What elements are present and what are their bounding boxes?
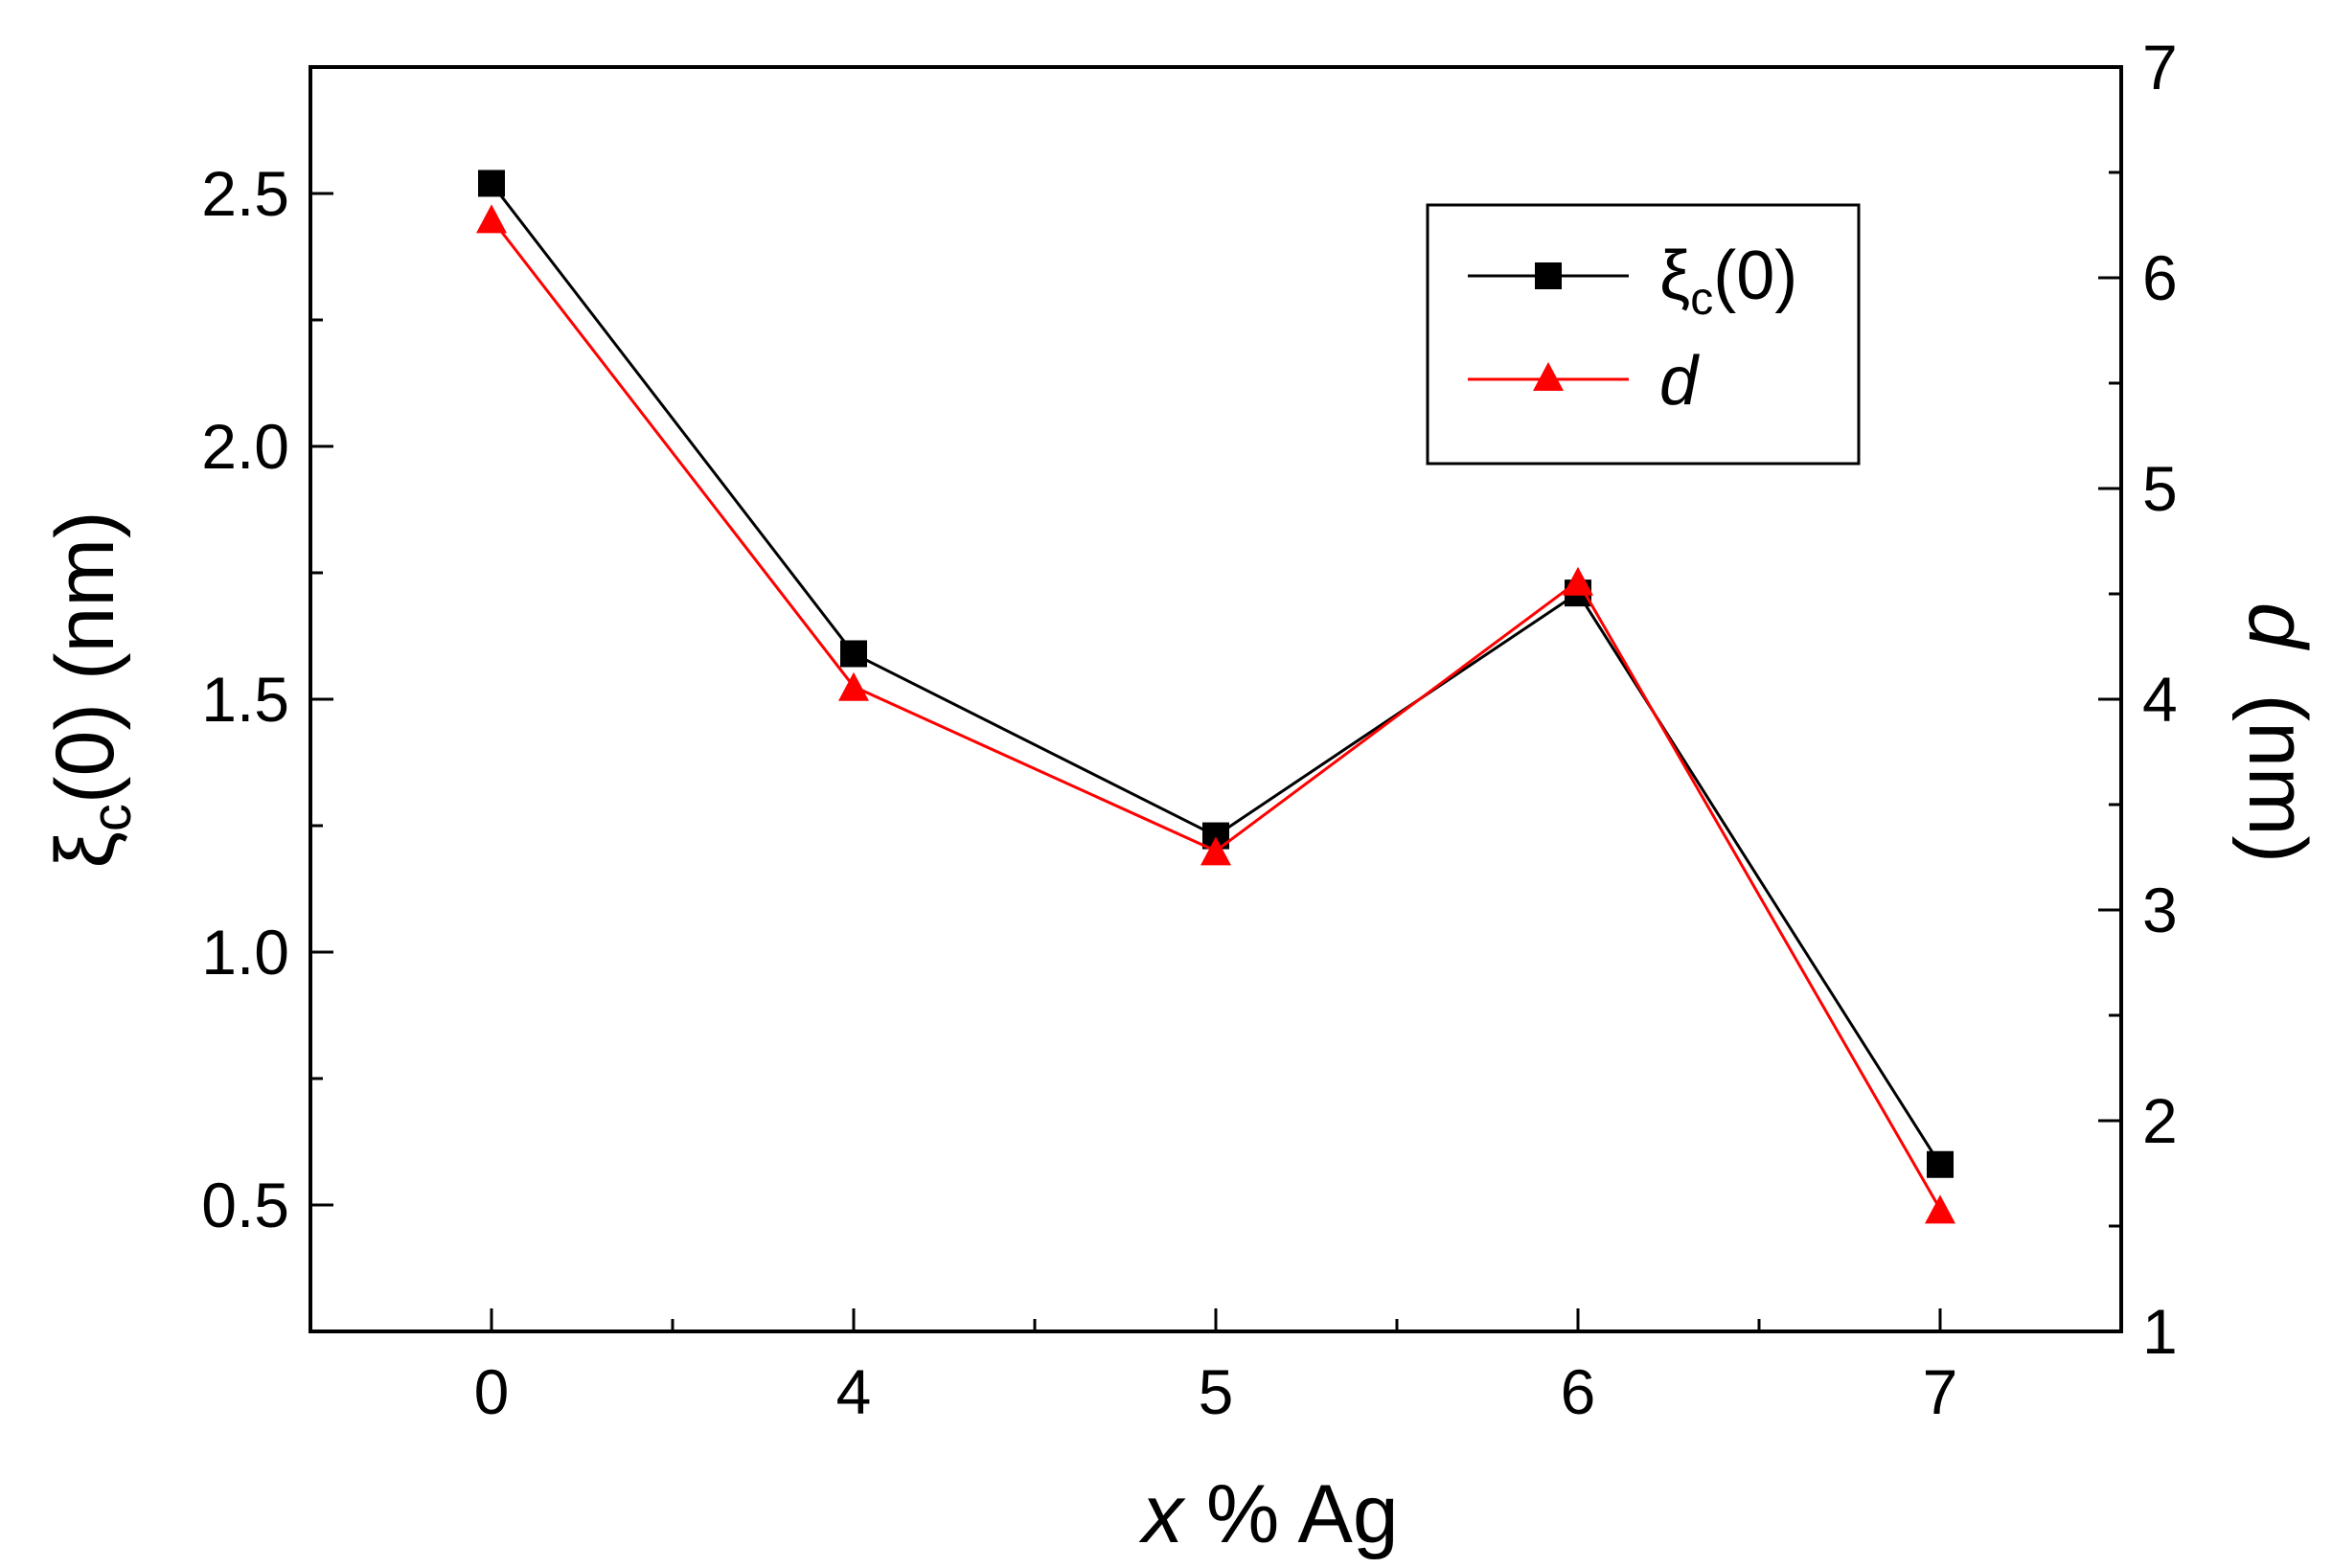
legend-marker-square — [1535, 262, 1562, 289]
data-point-xi — [1927, 1150, 1954, 1178]
x-tick-label: 6 — [1561, 1356, 1596, 1427]
y-left-tick-label: 1.0 — [201, 917, 289, 988]
y-right-tick-label: 1 — [2142, 1296, 2178, 1367]
data-point-d — [1200, 836, 1231, 866]
y-axis-right-title-italic: d — [2231, 602, 2323, 651]
data-point-d — [476, 204, 507, 234]
y-right-tick-label: 2 — [2142, 1085, 2178, 1156]
y-right-tick-label: 5 — [2142, 453, 2178, 524]
legend-marker-triangle — [1533, 362, 1564, 391]
y-axis-right-title: d (nm) — [2231, 602, 2323, 863]
y-left-tick-label: 2.5 — [201, 158, 289, 229]
legend: ξc(0) d — [1426, 203, 1861, 466]
y-left-tick-label: 0.5 — [201, 1170, 289, 1240]
y-right-tick-label: 4 — [2142, 664, 2178, 735]
axes-layer: 0 4 5 6 7 0.5 1.0 1.5 2.0 2.5 1 2 3 4 5 6 7 — [201, 32, 2177, 1427]
legend-label-xi: ξc(0) — [1659, 238, 1797, 325]
x-tick-label: 0 — [474, 1356, 510, 1427]
data-point-d — [838, 671, 869, 701]
legend-label-xi-rest: (0) — [1713, 238, 1797, 314]
x-axis-title: x % Ag — [1028, 1468, 1468, 1560]
y-axis-left-title-sub: c — [80, 804, 143, 831]
legend-label-xi-sub: c — [1690, 274, 1713, 325]
legend-box — [1426, 203, 1861, 466]
y-axis-left-title-xi: ξ — [39, 831, 131, 869]
data-point-xi — [840, 640, 867, 668]
data-point-d — [1925, 1194, 1955, 1224]
legend-label-xi-symbol: ξ — [1659, 238, 1690, 314]
y-left-tick-label: 2.0 — [201, 411, 289, 482]
x-tick-label: 4 — [836, 1356, 872, 1427]
data-point-d — [1563, 566, 1593, 596]
x-tick-label: 5 — [1199, 1356, 1234, 1427]
legend-label-d: d — [1659, 343, 1700, 420]
x-tick-label: 7 — [1923, 1356, 1958, 1427]
data-point-xi — [478, 170, 505, 197]
y-left-tick-label: 1.5 — [201, 664, 289, 735]
y-right-tick-label: 6 — [2142, 242, 2178, 313]
y-right-tick-label: 3 — [2142, 875, 2178, 945]
y-axis-left-title-rest: (0) (nm) — [39, 511, 131, 804]
y-right-tick-label: 7 — [2142, 32, 2178, 102]
y-axis-right-title-rest: (nm) — [2231, 648, 2323, 864]
x-axis-title-italic: x — [1138, 1468, 1186, 1560]
x-axis-title-rest: % Ag — [1183, 1468, 1399, 1560]
y-axis-left-title: ξc(0) (nm) — [39, 511, 143, 868]
series-layer — [476, 170, 1955, 1224]
